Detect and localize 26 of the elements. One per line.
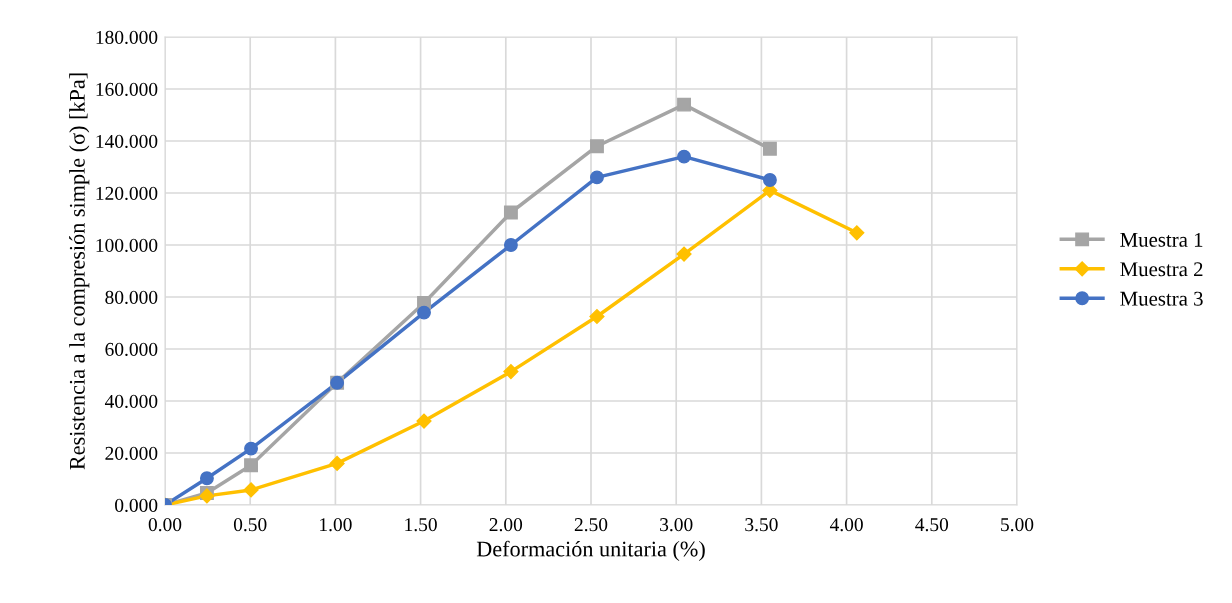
y-tick-label: 40.000 bbox=[104, 394, 158, 409]
x-tick-label: 5.00 bbox=[1001, 518, 1034, 532]
x-tick-label: 4.00 bbox=[829, 518, 863, 532]
y-tick-label: 20.000 bbox=[105, 446, 158, 461]
y-tick-label: 60.000 bbox=[105, 342, 158, 357]
x-tick-label: 0.00 bbox=[148, 518, 182, 532]
x-tick-label: 3.50 bbox=[745, 518, 778, 532]
y-axis-title: Resistencia a la compresión simple (σ) [kPa] bbox=[69, 73, 90, 470]
x-tick-label: 1.00 bbox=[320, 518, 352, 532]
legend-label: Muestra 3 bbox=[1120, 291, 1203, 306]
y-tick-label: 160.000 bbox=[96, 82, 158, 97]
y-tick-label: 120.000 bbox=[96, 186, 158, 201]
x-tick-label: 3.00 bbox=[660, 518, 693, 532]
x-tick-label: 0.50 bbox=[233, 518, 267, 532]
x-tick-label: 2.50 bbox=[574, 518, 608, 532]
y-tick-label: 0.000 bbox=[115, 498, 158, 513]
y-tick-label: 180.000 bbox=[96, 30, 158, 45]
x-axis-title: Deformación unitaria (%) bbox=[476, 540, 705, 562]
x-tick-label: 1.50 bbox=[405, 518, 437, 532]
x-tick-label: 2.00 bbox=[489, 518, 523, 532]
legend-label: Muestra 2 bbox=[1120, 262, 1203, 277]
x-tick-label: 4.50 bbox=[915, 518, 949, 532]
legend-label: Muestra 1 bbox=[1120, 232, 1203, 247]
y-tick-label: 100.000 bbox=[96, 238, 158, 253]
y-tick-label: 80.000 bbox=[105, 290, 158, 305]
y-tick-label: 140.000 bbox=[96, 134, 158, 149]
